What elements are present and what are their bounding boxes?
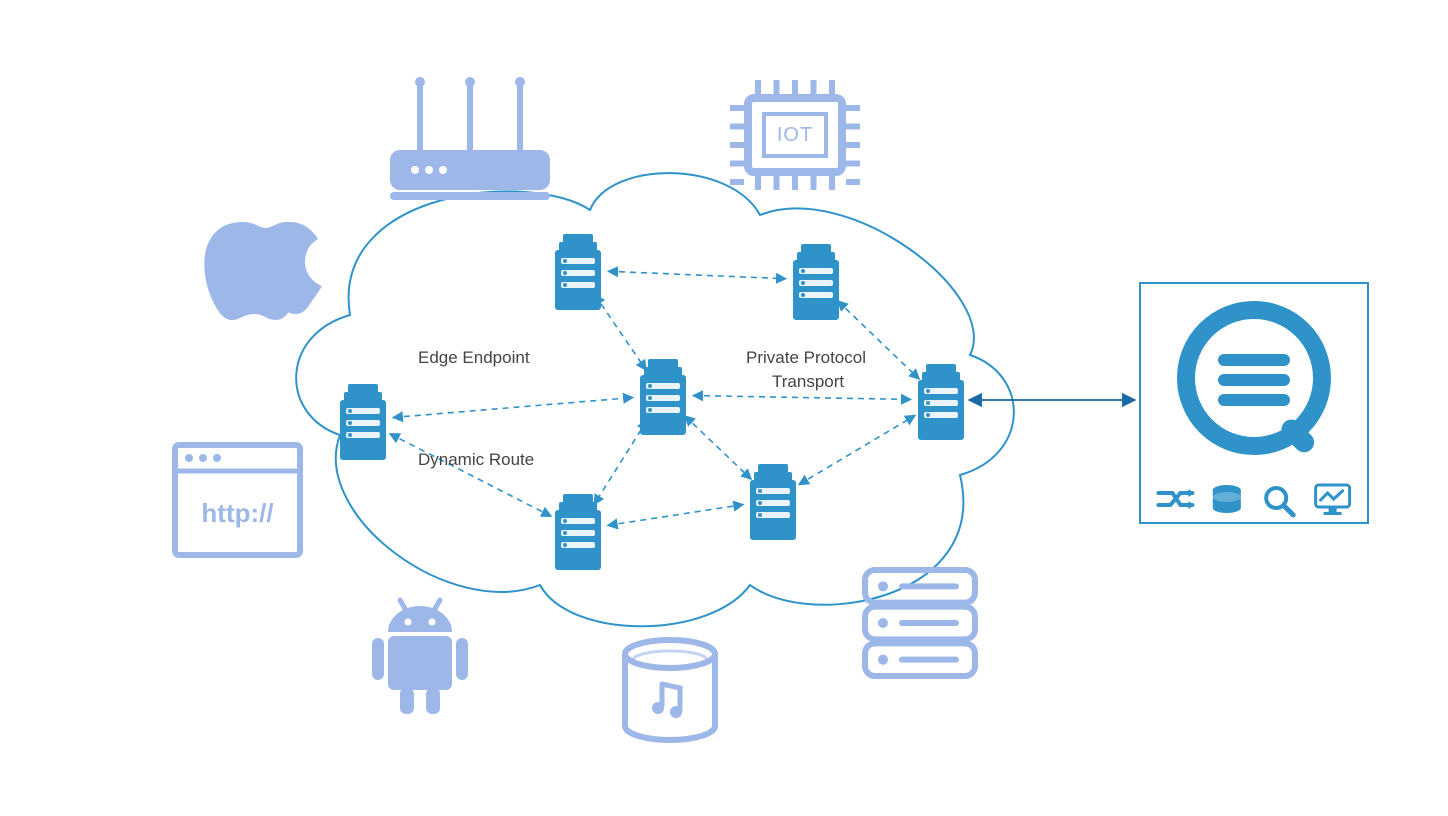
svg-text:http://: http://	[201, 498, 273, 528]
svg-text:IOT: IOT	[777, 124, 813, 146]
link-s_mid-s_right	[693, 396, 911, 400]
server-s_br	[750, 464, 796, 540]
iot-chip-icon: IOT	[730, 80, 860, 190]
link-s_left-s_mid	[393, 397, 633, 417]
music-db-icon	[625, 640, 715, 740]
destination-service	[1140, 283, 1368, 523]
server-s_tr	[793, 244, 839, 320]
link-s_br-s_right	[799, 415, 915, 484]
router-icon	[390, 77, 550, 200]
server-rack-icon	[865, 570, 975, 676]
link-s_top-s_mid	[595, 295, 646, 370]
android-icon	[372, 600, 468, 714]
link-s_mid-s_bl	[594, 420, 647, 504]
link-s_mid-s_br	[685, 416, 752, 480]
label-dynamic-route: Dynamic Route	[418, 450, 534, 470]
server-s_mid	[640, 359, 686, 435]
browser-icon: http://	[175, 445, 300, 555]
server-s_bl	[555, 494, 601, 570]
server-s_right	[918, 364, 964, 440]
link-s_bl-s_br	[608, 505, 744, 526]
database-icon	[1213, 485, 1241, 513]
network-diagram: IOT http://	[0, 0, 1448, 816]
label-edge-endpoint: Edge Endpoint	[418, 348, 530, 368]
server-s_top	[555, 234, 601, 310]
label-private-protocol: Private Protocol	[746, 348, 866, 368]
server-s_left	[340, 384, 386, 460]
label-transport: Transport	[772, 372, 844, 392]
link-s_top-s_tr	[608, 271, 786, 278]
link-s_left-s_bl	[390, 434, 552, 517]
apple-icon	[204, 222, 322, 320]
